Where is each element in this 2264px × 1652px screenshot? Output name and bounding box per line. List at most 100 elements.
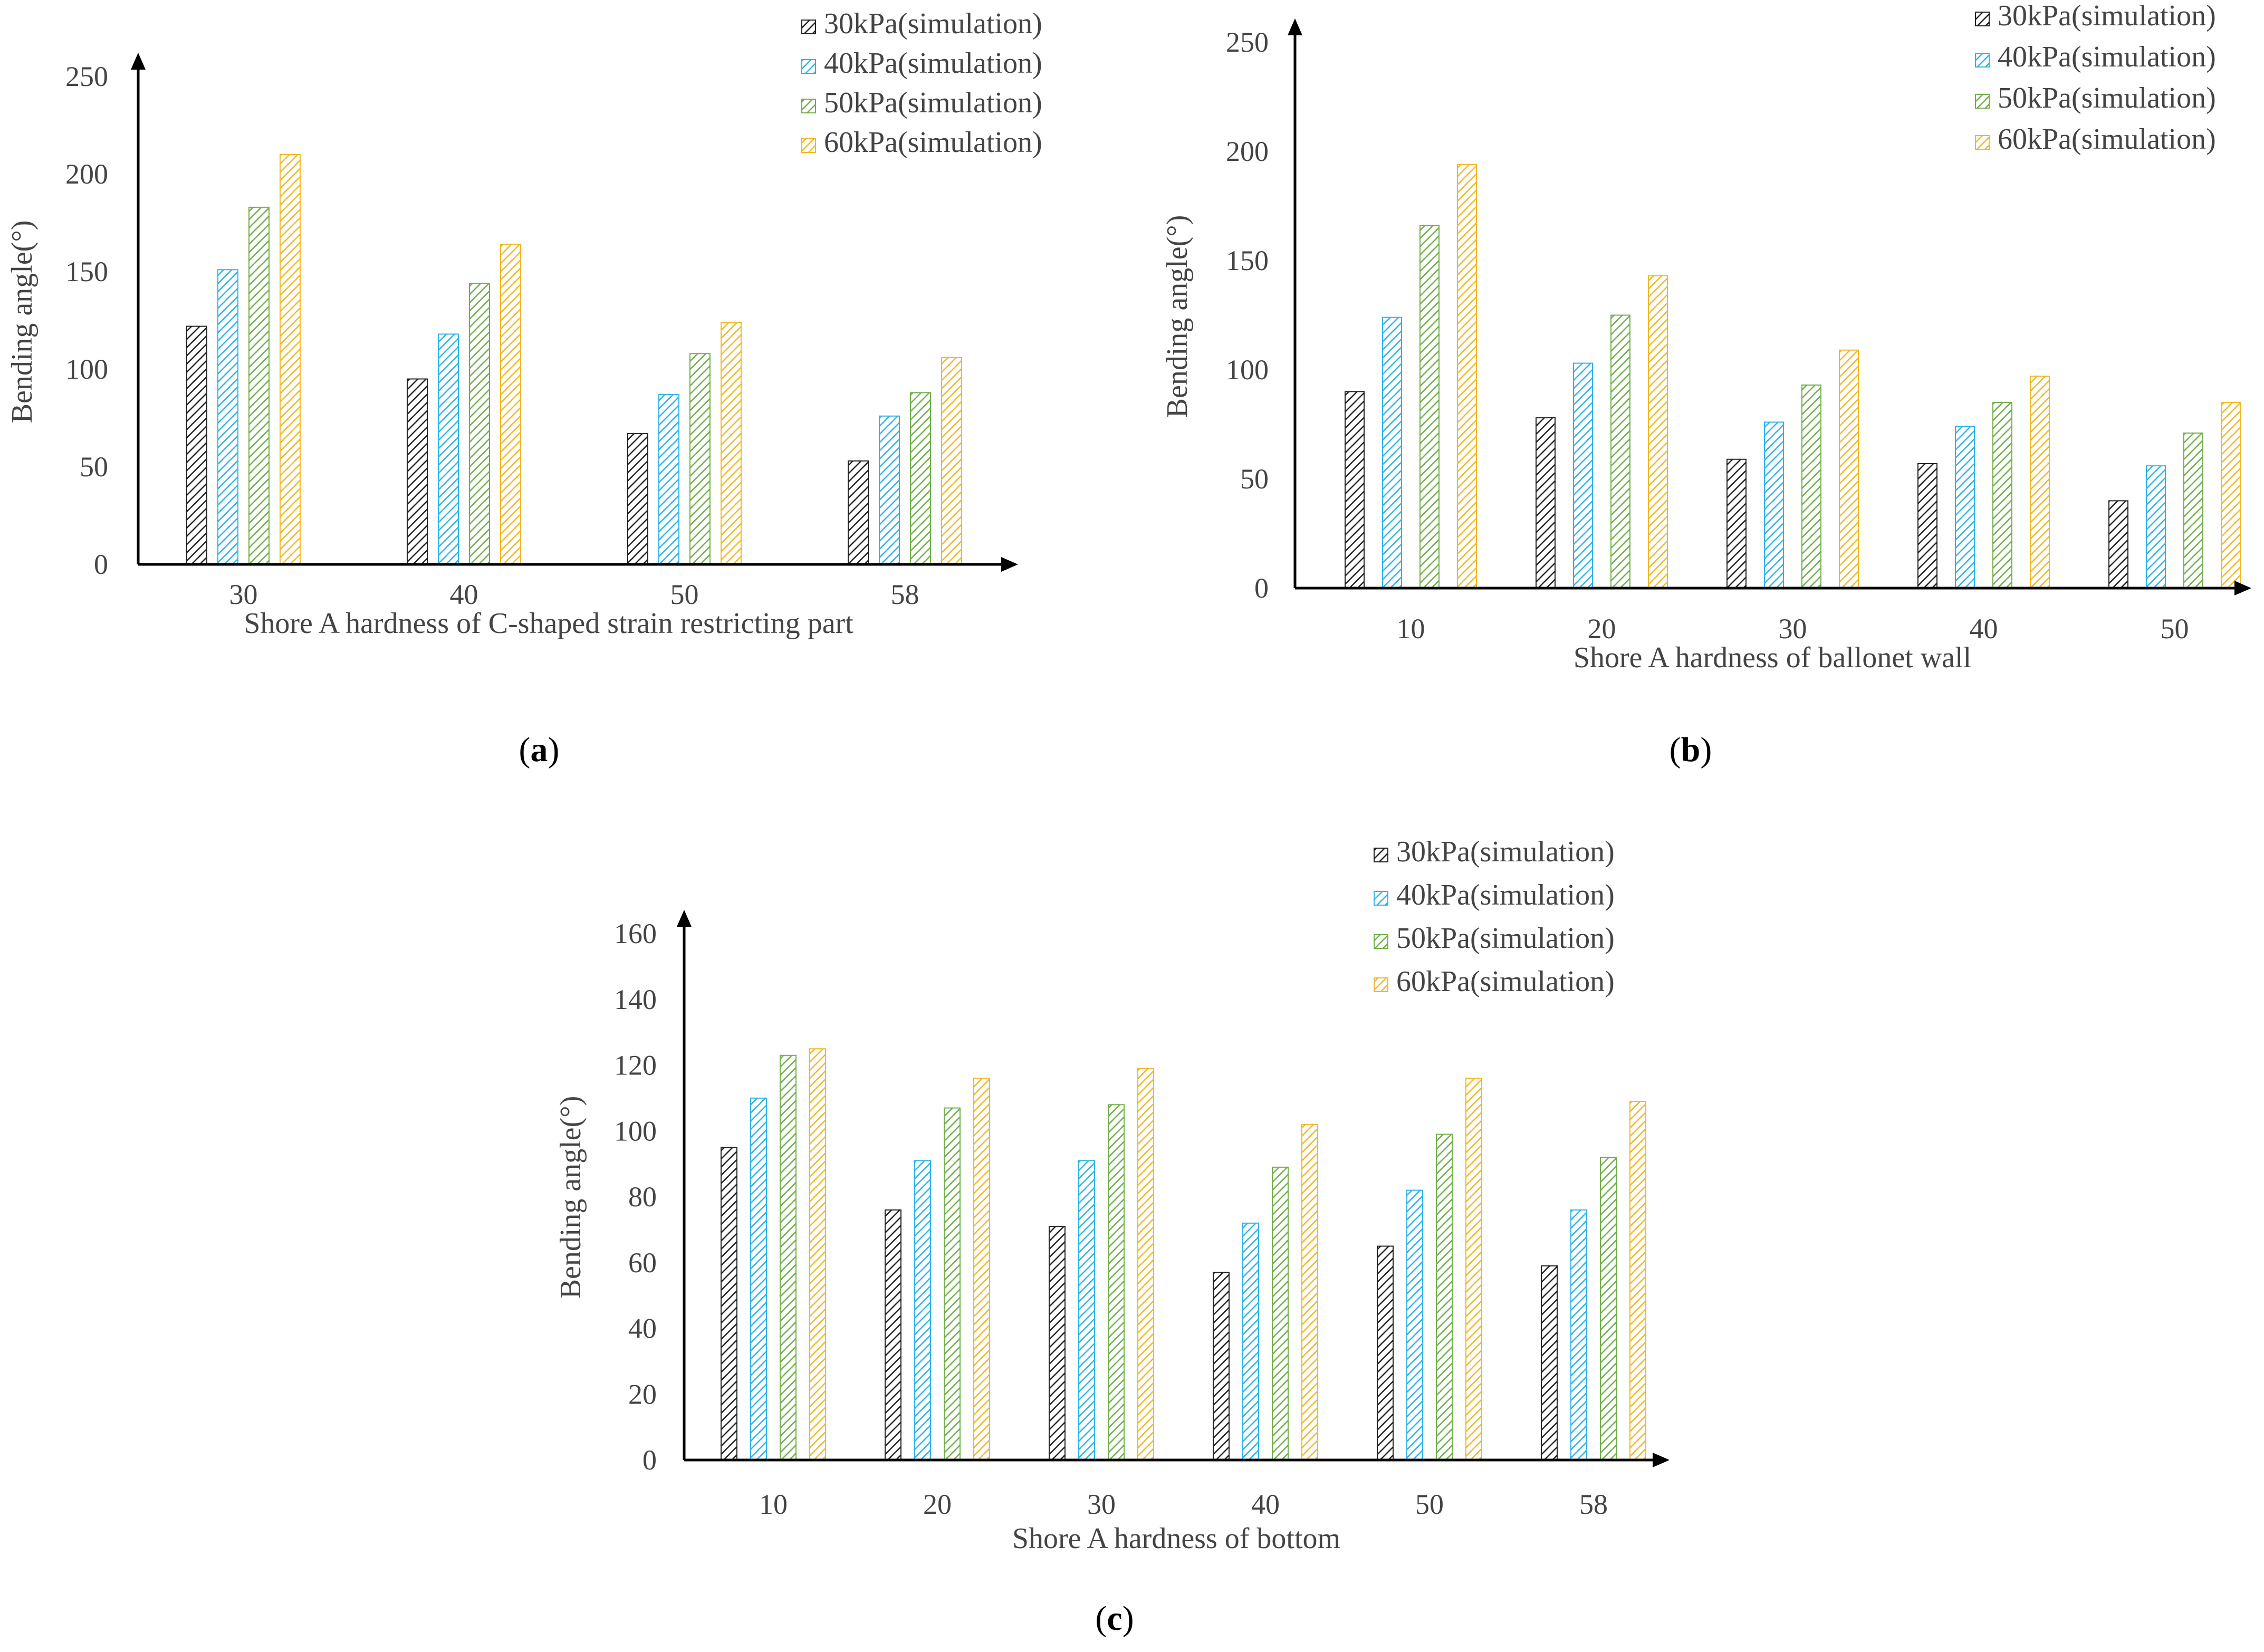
y-tick-label: 0 [94, 549, 108, 580]
bar-a-50-s1 [627, 433, 648, 565]
legend-swatch [1374, 848, 1388, 862]
x-tick-label: 50 [670, 579, 699, 610]
bar-c-50-s4 [1465, 1078, 1482, 1461]
y-tick-label: 80 [628, 1181, 657, 1213]
bar-b-10-s4 [1457, 164, 1477, 589]
y-axis-title: Bending angle(°) [6, 220, 39, 424]
y-tick-label: 50 [80, 451, 108, 483]
legend-swatch [801, 138, 816, 153]
y-tick-label: 60 [628, 1247, 657, 1279]
y-axis-title: Bending angle(°) [1161, 215, 1194, 418]
bar-a-58-s3 [910, 392, 931, 565]
bar-b-30-s1 [1726, 458, 1747, 589]
bar-b-40-s1 [1917, 463, 1937, 589]
bar-b-10-s3 [1419, 225, 1440, 589]
legend-label: 40kPa(simulation) [1396, 879, 1615, 911]
x-tick-label: 10 [1397, 613, 1425, 645]
y-tick-label: 20 [628, 1378, 657, 1410]
y-tick-label: 0 [1254, 572, 1269, 604]
y-tick-label: 250 [1226, 26, 1269, 58]
bar-b-20-s3 [1610, 314, 1630, 589]
bar-c-50-s2 [1406, 1189, 1423, 1461]
bar-c-30-s2 [1078, 1160, 1095, 1461]
bar-c-10-s3 [780, 1054, 797, 1461]
y-tick-label: 160 [614, 918, 657, 949]
y-tick-label: 200 [65, 158, 108, 190]
bar-a-40-s4 [500, 244, 521, 565]
x-tick-label: 20 [1588, 613, 1616, 645]
legend-label: 50kPa(simulation) [824, 87, 1042, 119]
bar-c-58-s1 [1541, 1265, 1558, 1461]
x-axis-title: Shore A hardness of bottom [1012, 1522, 1340, 1555]
legend-swatch [1374, 891, 1388, 906]
bar-b-30-s4 [1839, 349, 1859, 589]
x-axis-title: Shore A hardness of C-shaped strain rest… [244, 607, 853, 640]
bar-a-30-s4 [280, 154, 301, 565]
y-tick-label: 150 [65, 256, 108, 287]
y-axis-arrow-icon [677, 910, 692, 927]
panel-letter: c [1107, 1599, 1122, 1638]
panel-label: (b) [1670, 731, 1712, 769]
legend-swatch [1374, 977, 1388, 992]
legend-label: 30kPa(simulation) [824, 7, 1042, 40]
bar-c-58-s4 [1629, 1101, 1646, 1461]
legend-swatch [1975, 53, 1990, 68]
x-tick-label: 50 [2161, 613, 2189, 645]
x-axis-title: Shore A hardness of ballonet wall [1574, 641, 1971, 674]
panel-letter: b [1681, 731, 1701, 769]
bar-c-40-s4 [1301, 1123, 1318, 1461]
legend-swatch [801, 99, 816, 113]
legend-label: 30kPa(simulation) [1396, 835, 1615, 868]
bar-b-30-s3 [1801, 384, 1821, 589]
bar-b-50-s2 [2146, 465, 2166, 589]
y-tick-label: 150 [1226, 245, 1269, 276]
legend-label: 40kPa(simulation) [1998, 41, 2216, 73]
x-tick-label: 40 [1970, 613, 1998, 645]
bar-c-40-s1 [1213, 1272, 1230, 1461]
bar-a-30-s3 [248, 206, 270, 565]
bar-a-30-s2 [217, 269, 238, 565]
chart-panel-b: 10 20 30 40 50 0 50 100 150 200 250 Shore A hardnes… [1161, 0, 2251, 769]
legend-swatch [1975, 135, 1990, 150]
bar-b-10-s1 [1345, 391, 1365, 589]
legend-swatch [801, 20, 816, 34]
x-tick-label: 50 [1415, 1488, 1444, 1520]
y-tick-label: 120 [614, 1050, 657, 1081]
bar-a-50-s2 [658, 394, 679, 565]
legend-label: 60kPa(simulation) [1396, 965, 1615, 998]
bar-c-20-s3 [944, 1107, 961, 1461]
x-tick-label: 30 [1779, 613, 1807, 645]
bar-c-40-s3 [1272, 1166, 1289, 1461]
panel-label: (a) [519, 731, 560, 769]
bar-c-20-s4 [973, 1078, 990, 1461]
legend-label: 60kPa(simulation) [824, 126, 1042, 159]
legend-swatch [801, 59, 816, 74]
y-axis-arrow-icon [131, 53, 146, 70]
bar-c-20-s1 [885, 1209, 901, 1461]
bar-c-30-s1 [1049, 1226, 1066, 1461]
y-axis-arrow-icon [1288, 18, 1302, 35]
y-axis-title: Bending angle(°) [554, 1096, 587, 1299]
bar-b-20-s1 [1536, 417, 1556, 589]
legend-label: 30kPa(simulation) [1998, 0, 2216, 32]
bar-c-20-s2 [914, 1160, 931, 1461]
x-tick-label: 30 [1087, 1488, 1116, 1520]
bar-b-50-s1 [2108, 500, 2128, 589]
y-tick-label: 40 [628, 1313, 657, 1344]
y-tick-label: 140 [614, 984, 657, 1015]
bar-b-20-s4 [1648, 275, 1668, 589]
chart-panel-c: 10 20 30 40 50 58 0 20 40 60 80 100 120 140 160 Shore A… [554, 835, 1670, 1638]
y-tick-label: 0 [642, 1444, 657, 1476]
bar-c-50-s3 [1436, 1134, 1453, 1461]
bar-c-58-s2 [1570, 1209, 1587, 1461]
bar-c-30-s4 [1137, 1068, 1154, 1461]
y-tick-label: 250 [65, 61, 108, 92]
bar-c-40-s2 [1242, 1222, 1259, 1461]
chart-panel-a: 30 40 50 58 0 50 100 150 200 250 Shore A hardness … [6, 7, 1042, 769]
x-tick-label: 10 [759, 1488, 788, 1520]
bar-b-20-s2 [1573, 362, 1593, 589]
legend-swatch [1975, 94, 1990, 109]
x-tick-label: 30 [229, 579, 258, 610]
bar-a-50-s4 [721, 322, 742, 565]
bar-c-10-s4 [809, 1048, 826, 1461]
